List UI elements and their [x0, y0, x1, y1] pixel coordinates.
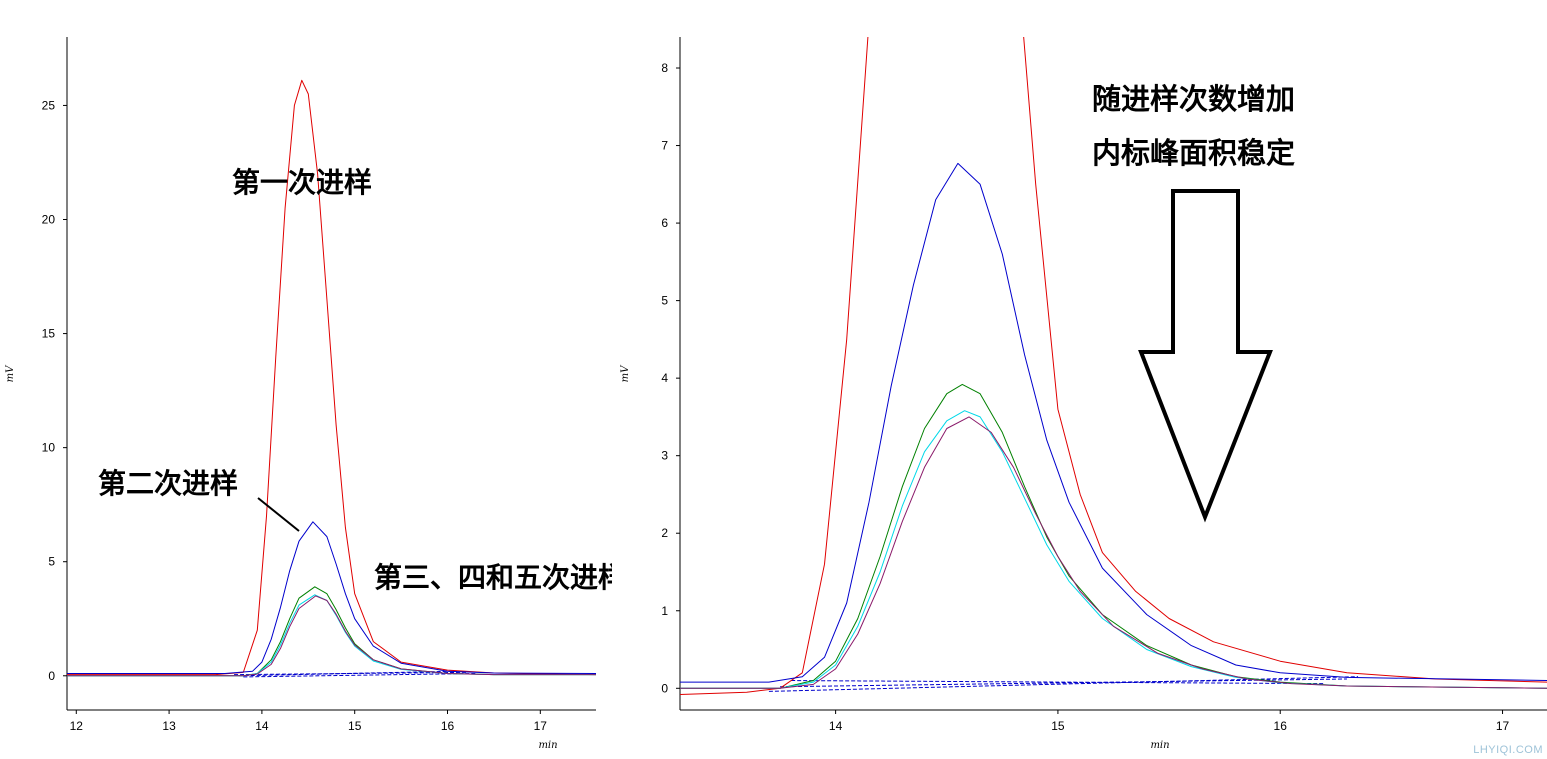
x-tick-label: 14	[255, 719, 269, 733]
y-tick-label: 2	[661, 526, 668, 540]
left-chart-panel: 0 5 10 15 20 25 12 13 14 15 16 17 mV min 第一次进样第二次进样第三、…	[0, 0, 612, 759]
y-axis-label: mV	[5, 364, 16, 382]
left-chromatogram: 0 5 10 15 20 25 12 13 14 15 16 17 mV min 第一次进样第二次进样第三、…	[5, 37, 612, 751]
x-tick-label: 15	[348, 719, 362, 733]
y-axis-label: mV	[620, 364, 631, 382]
series-group	[67, 79, 596, 678]
x-tick-label: 14	[829, 719, 843, 733]
series-line	[67, 521, 596, 674]
baseline-dashed	[780, 678, 1347, 688]
baseline-dashed	[243, 672, 476, 678]
x-axis-label: min	[1150, 740, 1169, 751]
y-tick-label: 20	[42, 213, 56, 227]
y-tick-label: 8	[661, 61, 668, 75]
series-line	[1023, 37, 1547, 683]
baseline-dashed	[791, 680, 1325, 685]
y-tick-label: 0	[661, 681, 668, 695]
annotation-text: 内标峰面积稳定	[1092, 136, 1295, 170]
series-line	[680, 383, 1547, 689]
x-tick-label: 17	[1496, 719, 1510, 733]
y-tick-label: 1	[661, 604, 668, 618]
baseline-dashed	[768, 676, 1359, 692]
x-tick-label: 12	[70, 719, 84, 733]
y-tick-label: 3	[661, 449, 668, 463]
annotation-leader-line	[257, 497, 300, 532]
x-tick-label: 15	[1051, 719, 1065, 733]
y-tick-label: 7	[661, 139, 668, 153]
y-tick-label: 4	[661, 371, 668, 385]
x-axis-label: min	[538, 740, 557, 751]
y-tick-label: 6	[661, 216, 668, 230]
series-line	[680, 410, 1547, 689]
watermark: LHYIQI.COM	[1473, 744, 1543, 756]
series-line	[67, 79, 596, 676]
series-line	[680, 37, 869, 695]
series-line	[67, 586, 596, 677]
annotation-text: 第三、四和五次进样	[374, 561, 612, 594]
series-group	[680, 37, 1547, 695]
y-tick-label: 25	[42, 98, 56, 112]
baseline-dashed	[238, 670, 457, 677]
annotation-text: 第二次进样	[98, 467, 238, 500]
y-tick-label: 10	[42, 441, 56, 455]
x-tick-label: 17	[534, 719, 548, 733]
series-line	[680, 162, 1547, 683]
series-line	[680, 416, 1547, 689]
x-tick-label: 13	[162, 719, 176, 733]
y-tick-label: 5	[661, 294, 668, 308]
y-tick-label: 15	[42, 327, 56, 341]
annotation-text: 随进样次数增加	[1092, 82, 1295, 116]
down-arrow-icon	[1138, 189, 1273, 523]
annotation-text: 第一次进样	[232, 166, 372, 199]
series-line	[67, 595, 596, 677]
x-tick-label: 16	[1274, 719, 1288, 733]
y-tick-label: 0	[48, 669, 55, 683]
x-tick-label: 16	[441, 719, 455, 733]
y-tick-label: 5	[48, 555, 55, 569]
right-chart-panel: 0 1 2 3 4 5 6 7 8 14 15 16 17 mV min 随进样次数增加 内标峰面积稳定	[612, 0, 1547, 759]
